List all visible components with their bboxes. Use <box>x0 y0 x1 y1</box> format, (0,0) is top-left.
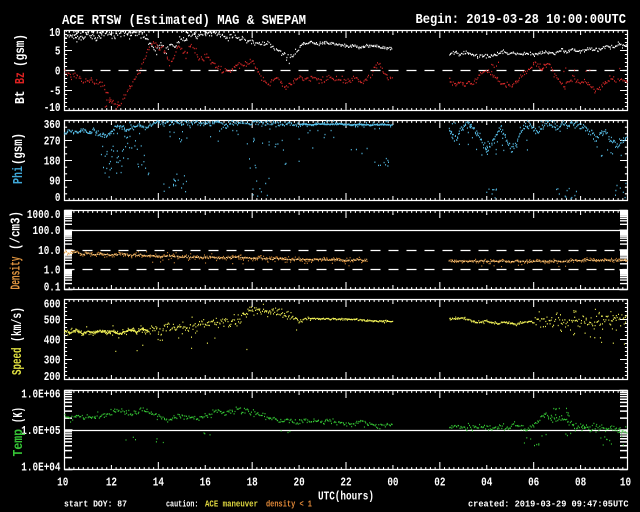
svg-text:caution:: caution: <box>166 499 199 510</box>
svg-text:Speed: Speed <box>11 348 26 376</box>
svg-text:1.0E+05: 1.0E+05 <box>21 424 60 438</box>
svg-text:Bz: Bz <box>14 72 29 84</box>
svg-text:22: 22 <box>340 476 351 490</box>
svg-text:5: 5 <box>55 45 61 59</box>
svg-text:Begin: 2019-03-28 10:00:00UTC: Begin: 2019-03-28 10:00:00UTC <box>416 13 627 28</box>
svg-text:02: 02 <box>434 476 445 490</box>
svg-text:16: 16 <box>200 476 211 490</box>
svg-text:Phi: Phi <box>12 166 27 184</box>
svg-text:1.0E+04: 1.0E+04 <box>21 461 60 475</box>
svg-text:Temp: Temp <box>12 429 27 457</box>
svg-text:200: 200 <box>44 370 61 384</box>
svg-text:04: 04 <box>481 476 492 490</box>
svg-text:10: 10 <box>620 476 631 490</box>
svg-text:06: 06 <box>528 476 539 490</box>
svg-text:14: 14 <box>153 476 164 490</box>
svg-text:12: 12 <box>106 476 117 490</box>
svg-text:00: 00 <box>387 476 398 490</box>
svg-text:UTC(hours): UTC(hours) <box>318 489 374 503</box>
svg-text:0.1: 0.1 <box>44 281 61 295</box>
svg-text:ACE RTSW (Estimated) MAG & SWE: ACE RTSW (Estimated) MAG & SWEPAM <box>62 14 306 29</box>
svg-text:start DOY: 87: start DOY: 87 <box>64 499 127 510</box>
svg-text:(km/s): (km/s) <box>11 307 26 342</box>
svg-text:created: 2019-03-29 09:47:05UT: created: 2019-03-29 09:47:05UTC <box>468 499 629 510</box>
svg-text:10: 10 <box>57 476 68 490</box>
svg-text:-5: -5 <box>49 85 60 99</box>
svg-text:1.0: 1.0 <box>44 264 61 278</box>
svg-text:10.0: 10.0 <box>38 244 60 258</box>
svg-text:400: 400 <box>44 334 61 348</box>
svg-text:08: 08 <box>575 476 586 490</box>
svg-text:1000.0: 1000.0 <box>27 208 61 222</box>
svg-text:0: 0 <box>55 65 61 79</box>
svg-text:-10: -10 <box>44 101 61 115</box>
svg-text:10: 10 <box>49 26 60 40</box>
svg-text:300: 300 <box>44 354 61 368</box>
svg-text:600: 600 <box>44 297 61 311</box>
svg-text:0: 0 <box>55 191 61 205</box>
svg-text:Density: Density <box>10 257 25 290</box>
svg-text:180: 180 <box>44 155 61 169</box>
svg-text:Bt: Bt <box>14 91 29 105</box>
svg-text:18: 18 <box>247 476 258 490</box>
svg-text:(gsm): (gsm) <box>12 133 27 165</box>
svg-text:90: 90 <box>49 175 60 189</box>
svg-text:1.0E+06: 1.0E+06 <box>21 388 60 402</box>
svg-text:500: 500 <box>44 314 61 328</box>
svg-text:density < 1: density < 1 <box>266 499 312 510</box>
svg-text:100.0: 100.0 <box>33 224 61 238</box>
svg-text:20: 20 <box>293 476 304 490</box>
svg-text:(gsm): (gsm) <box>14 34 29 67</box>
svg-text:360: 360 <box>44 118 61 132</box>
svg-text:(/cm3): (/cm3) <box>10 211 25 250</box>
svg-text:ACE maneuver: ACE maneuver <box>205 499 258 510</box>
svg-text:(K): (K) <box>12 407 27 423</box>
svg-text:270: 270 <box>44 135 61 149</box>
